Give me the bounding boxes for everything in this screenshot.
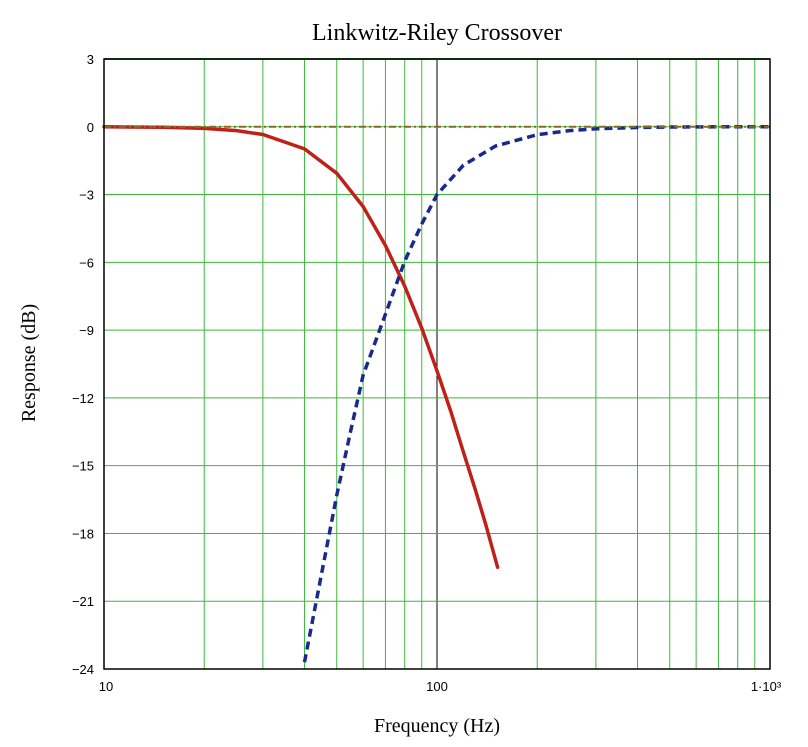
chart-title: Linkwitz-Riley Crossover (312, 20, 562, 46)
x-tick-labels: 10 100 1·10³ (99, 679, 782, 694)
y-tick-label: 0 (87, 120, 94, 135)
x-tick-label: 10 (99, 679, 113, 694)
y-tick-label: −3 (79, 188, 94, 203)
grid-lines (104, 58, 770, 669)
y-tick-label: −21 (72, 594, 94, 609)
y-axis-label: Response (dB) (18, 304, 40, 422)
x-tick-label: 1·10³ (751, 679, 782, 694)
y-tick-label: −24 (72, 662, 94, 677)
highpass-curve (302, 125, 770, 663)
x-tick-label: 100 (426, 679, 448, 694)
x-axis-label: Frequency (Hz) (374, 715, 500, 737)
lowpass-curve (102, 125, 500, 570)
series-layer (102, 125, 770, 663)
y-tick-labels: 3 0 −3 −6 −9 −12 −15 −18 −21 −24 (72, 52, 94, 677)
plot-frame (103, 58, 771, 670)
y-tick-label: −18 (72, 526, 94, 541)
y-tick-label: 3 (87, 52, 94, 67)
y-tick-label: −15 (72, 459, 94, 474)
y-tick-label: −9 (79, 323, 94, 338)
y-tick-label: −12 (72, 391, 94, 406)
y-tick-label: −6 (79, 255, 94, 270)
